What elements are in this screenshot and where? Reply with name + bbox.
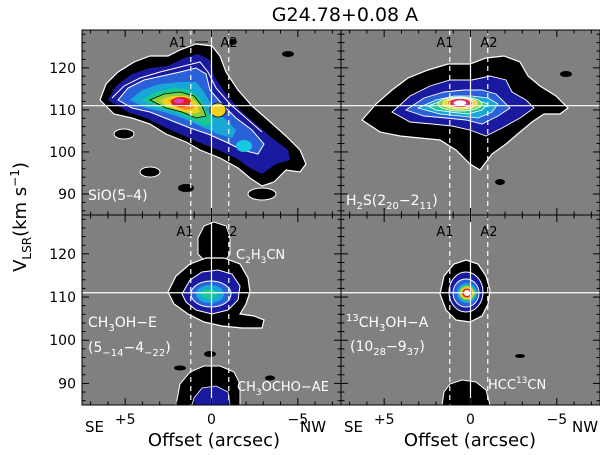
sio-blob-5 bbox=[282, 51, 294, 57]
panel-top-left-emission bbox=[99, 39, 307, 201]
sio-blob-2 bbox=[247, 187, 277, 201]
bl-ytick-label: 120 bbox=[49, 247, 76, 263]
se-label-right: SE bbox=[344, 418, 363, 436]
x-axis-label-left: Offset (arcsec) bbox=[148, 430, 280, 451]
tr-source-label-a2: A2 bbox=[480, 36, 497, 51]
bl-source-label-a2: A2 bbox=[220, 225, 237, 240]
bl-transition-label: (5−14−4−22) bbox=[88, 340, 171, 359]
panel-bottom-left-emission bbox=[167, 221, 275, 405]
tl-source-label-a2: A2 bbox=[220, 36, 237, 51]
bl-extra-label-ch3ocho: CH3OCHO−AE bbox=[237, 380, 329, 398]
ch3oh-e-peak bbox=[201, 289, 217, 299]
reference-lines bbox=[82, 30, 600, 405]
ch3oh-e-blob-2 bbox=[174, 365, 186, 371]
bl-xtick-label: +5 bbox=[115, 412, 136, 428]
tr-source-label-a1: A1 bbox=[436, 36, 453, 51]
tl-source-label-a1: A1 bbox=[169, 36, 186, 51]
tl-ytick-label: 120 bbox=[49, 61, 76, 77]
axis-ticks: 90 100 110 120 +5 0 −5 90 100 110 120 +5 0 −5 bbox=[49, 30, 600, 428]
h2s-blob-1 bbox=[560, 71, 572, 77]
figure-title: G24.78+0.08 A bbox=[272, 4, 418, 26]
bl-xtick-label: 0 bbox=[207, 412, 216, 428]
ch3oh-e-top-band bbox=[197, 221, 231, 263]
br-source-label-a2: A2 bbox=[480, 225, 497, 240]
bl-molecule-label: CH3OH−E bbox=[88, 315, 157, 334]
bl-ytick-label: 100 bbox=[49, 333, 76, 349]
13ch3oh-blob-1 bbox=[515, 354, 525, 358]
br-xtick-label: −5 bbox=[547, 412, 568, 428]
br-source-label-a1: A1 bbox=[436, 225, 453, 240]
sio-blob-4 bbox=[178, 184, 194, 192]
bl-extra-label-c2h3cn: C2H3CN bbox=[236, 248, 285, 266]
bl-source-label-a1: A1 bbox=[176, 225, 193, 240]
sio-peak-magenta bbox=[174, 98, 184, 104]
br-xtick-label: +5 bbox=[374, 412, 395, 428]
panel-bottom-right-emission bbox=[439, 259, 525, 405]
sio-contour-white-line bbox=[111, 61, 263, 133]
h2s-peak-white bbox=[454, 100, 466, 106]
tl-ytick-label: 90 bbox=[58, 187, 76, 203]
bl-ytick-label: 110 bbox=[49, 290, 76, 306]
ch3oh-e-blob-3 bbox=[265, 375, 275, 381]
nw-label-right: NW bbox=[572, 418, 598, 436]
tl-ytick-label: 100 bbox=[49, 145, 76, 161]
sio-blob-1 bbox=[113, 128, 135, 140]
x-axis-label-right: Offset (arcsec) bbox=[404, 430, 536, 451]
tl-ytick-label: 110 bbox=[49, 103, 76, 119]
nw-label-left: NW bbox=[300, 418, 326, 436]
sio-blob-6 bbox=[227, 39, 237, 45]
br-transition-label: (1028−937) bbox=[350, 339, 425, 358]
tr-molecule-label: H2S(220−211) bbox=[346, 193, 438, 212]
br-extra-label-hcc13cn: HCC13CN bbox=[488, 376, 546, 393]
sio-clump-yellow bbox=[209, 102, 227, 118]
y-axis-label: VLSR(km s−1) bbox=[8, 162, 34, 272]
tl-molecule-label: SiO(5–4) bbox=[88, 188, 148, 204]
13ch3oh-low-band bbox=[441, 379, 491, 405]
br-molecule-label: 13CH3OH−A bbox=[346, 313, 429, 334]
se-label-left: SE bbox=[85, 418, 104, 436]
sio-clump-cyan bbox=[236, 140, 252, 152]
br-xtick-label: 0 bbox=[466, 412, 475, 428]
bl-ytick-label: 90 bbox=[58, 376, 76, 392]
h2s-blob-2 bbox=[495, 179, 505, 185]
bl-xtick-label: −5 bbox=[288, 412, 309, 428]
ch3oh-e-blob-1 bbox=[204, 351, 216, 357]
sio-blob-3 bbox=[139, 166, 161, 178]
